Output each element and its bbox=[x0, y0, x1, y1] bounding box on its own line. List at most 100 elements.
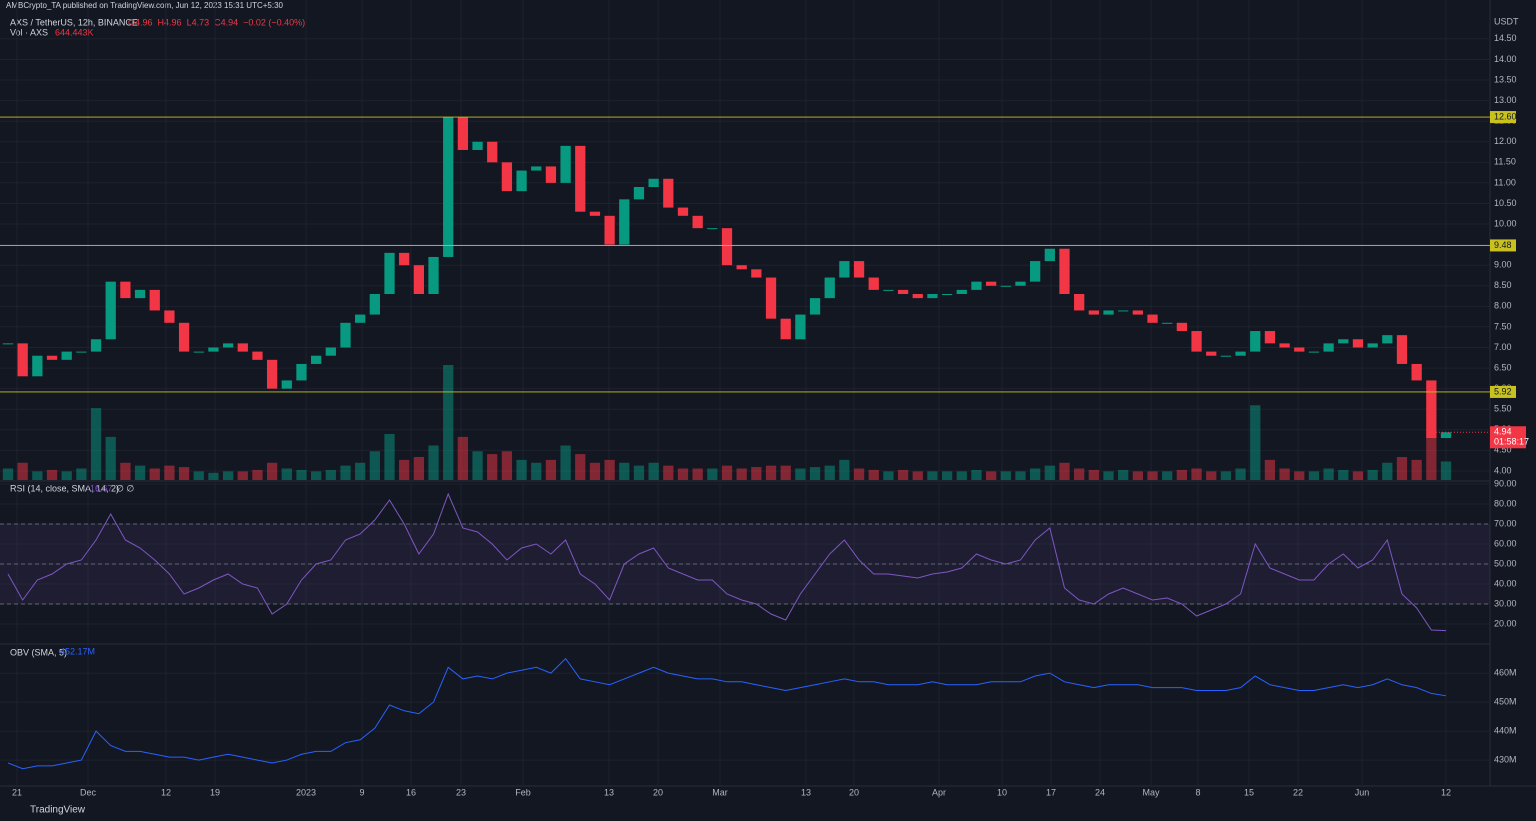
y-tick-label: 13.50 bbox=[1494, 74, 1517, 84]
y-tick-label: 30.00 bbox=[1494, 598, 1517, 608]
y-tick-label: 7.00 bbox=[1494, 342, 1512, 352]
rsi-title: RSI (14, close, SMA, 14, 2) bbox=[10, 483, 119, 493]
candle bbox=[809, 298, 821, 315]
ohlc-value: C4.94 bbox=[214, 17, 238, 27]
candle bbox=[985, 281, 997, 286]
candle bbox=[428, 256, 439, 294]
indicator-value: 16.67 bbox=[90, 483, 113, 493]
candle bbox=[1352, 339, 1364, 348]
candle bbox=[1294, 347, 1305, 352]
volume-bar bbox=[1367, 469, 1378, 480]
candle bbox=[1235, 351, 1246, 356]
volume-bar bbox=[252, 469, 263, 480]
candle bbox=[325, 347, 336, 356]
candle bbox=[120, 281, 131, 299]
volume-bar bbox=[1323, 468, 1334, 480]
y-tick-label: 70.00 bbox=[1494, 518, 1517, 528]
candle bbox=[1308, 351, 1320, 353]
candle bbox=[501, 162, 513, 192]
volume-bar bbox=[897, 469, 909, 480]
rsi-line bbox=[7, 492, 1447, 632]
published: AMBCrypto_TA published on TradingView.co… bbox=[6, 1, 284, 10]
volume-bar bbox=[956, 471, 967, 480]
candle bbox=[46, 355, 58, 360]
volume-bar bbox=[824, 465, 835, 480]
candle bbox=[2, 343, 14, 345]
candle bbox=[369, 294, 380, 315]
candle bbox=[1147, 314, 1158, 323]
obv-title: OBV (SMA, 5) bbox=[10, 647, 67, 657]
level-tag bbox=[1490, 111, 1516, 124]
volume-value: 644.443K bbox=[55, 27, 94, 37]
volume-bar bbox=[472, 451, 483, 480]
x-tick-label: 12 bbox=[161, 787, 171, 797]
candle bbox=[677, 207, 689, 216]
volume-bar bbox=[1191, 468, 1202, 480]
volume-bar bbox=[1147, 471, 1158, 480]
x-tick-label: Feb bbox=[515, 787, 531, 797]
x-tick-label: 20 bbox=[849, 787, 859, 797]
candle bbox=[633, 187, 645, 200]
volume-bar bbox=[912, 471, 923, 480]
candle bbox=[516, 170, 527, 192]
candle bbox=[1059, 248, 1070, 294]
candle bbox=[648, 178, 659, 188]
volume-bar bbox=[1206, 471, 1217, 480]
y-tick-label: 450M bbox=[1494, 696, 1517, 706]
y-tick-label: 440M bbox=[1494, 725, 1517, 735]
volume-bar bbox=[1250, 405, 1261, 480]
volume-bar bbox=[883, 471, 894, 480]
volume-bar bbox=[428, 445, 439, 480]
candle bbox=[1103, 310, 1114, 315]
candle bbox=[971, 281, 982, 290]
obv-line bbox=[7, 657, 1447, 770]
candle bbox=[1118, 310, 1129, 312]
volume-bar bbox=[1440, 461, 1452, 480]
candle bbox=[575, 145, 586, 212]
volume-bar bbox=[927, 471, 938, 480]
volume-bar bbox=[46, 469, 58, 480]
candle bbox=[692, 215, 703, 229]
y-tick-label: 430M bbox=[1494, 754, 1517, 764]
volume-bar bbox=[795, 468, 806, 480]
candle bbox=[399, 252, 410, 266]
level-tag bbox=[1490, 239, 1516, 252]
x-tick-label: 12 bbox=[1441, 787, 1451, 797]
y-tick-label: 7.50 bbox=[1494, 321, 1512, 331]
candle bbox=[1176, 322, 1188, 332]
candle bbox=[663, 178, 674, 208]
candle bbox=[222, 343, 234, 348]
candle bbox=[912, 294, 923, 299]
x-tick-label: 2023 bbox=[296, 787, 316, 797]
y-tick-label: 460M bbox=[1494, 667, 1517, 677]
candle bbox=[883, 289, 894, 291]
x-tick-label: 9 bbox=[359, 787, 364, 797]
volume-bar bbox=[369, 451, 380, 480]
volume-bar bbox=[765, 465, 777, 480]
volume-bar bbox=[1352, 471, 1364, 480]
x-tick-label: Dec bbox=[80, 787, 97, 797]
volume-bar bbox=[311, 471, 322, 480]
candle bbox=[1088, 310, 1099, 315]
candle bbox=[1250, 331, 1261, 352]
candle bbox=[824, 277, 835, 299]
volume-bar bbox=[853, 468, 865, 480]
candle bbox=[413, 265, 424, 294]
volume-bar bbox=[1088, 469, 1099, 480]
x-tick-label: 21 bbox=[12, 787, 22, 797]
x-tick-label: 24 bbox=[1095, 787, 1105, 797]
volume-bar bbox=[413, 457, 424, 480]
x-tick-label: 19 bbox=[210, 787, 220, 797]
candle bbox=[765, 277, 777, 319]
y-tick-label: 14.50 bbox=[1494, 33, 1517, 43]
candle bbox=[780, 318, 791, 340]
candle bbox=[17, 343, 28, 377]
candle bbox=[134, 289, 146, 299]
x-tick-label: Jun bbox=[1355, 787, 1370, 797]
volume-bar bbox=[604, 459, 615, 480]
y-tick-label: 14.00 bbox=[1494, 54, 1517, 64]
level-tag bbox=[1490, 385, 1516, 398]
candle bbox=[1030, 261, 1041, 282]
candle bbox=[1411, 363, 1422, 381]
